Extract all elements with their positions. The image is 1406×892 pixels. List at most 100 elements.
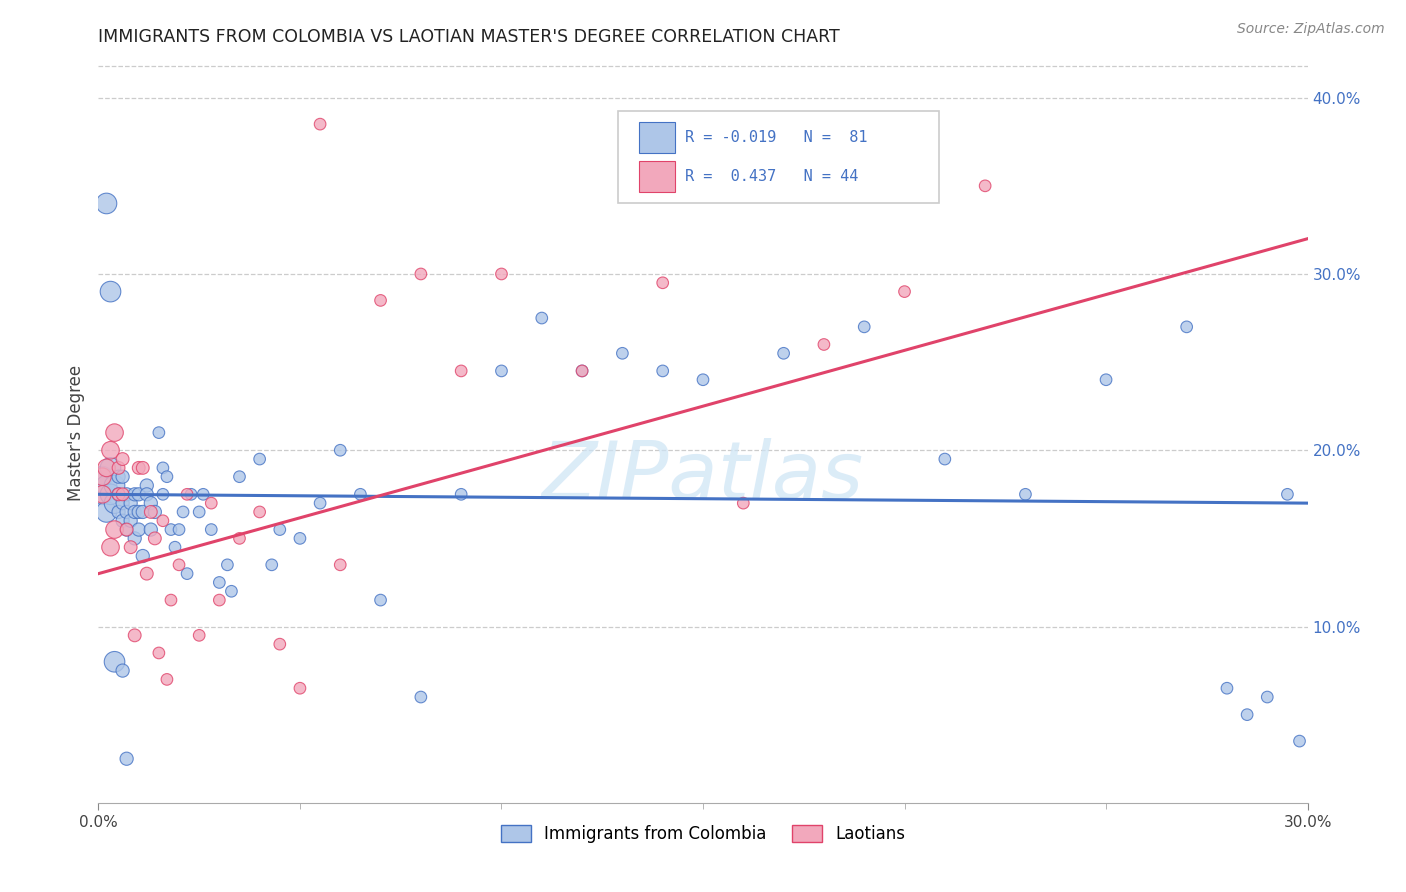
- Point: [143, 532, 166, 546]
- Point: [111, 664, 134, 678]
- Point: [349, 487, 371, 501]
- Point: [107, 487, 129, 501]
- Point: [409, 267, 432, 281]
- Point: [160, 593, 183, 607]
- Point: [107, 505, 129, 519]
- Point: [249, 505, 271, 519]
- Point: [107, 469, 129, 483]
- Point: [288, 532, 311, 546]
- Point: [103, 655, 125, 669]
- Point: [450, 364, 472, 378]
- Text: R = -0.019   N =  81: R = -0.019 N = 81: [685, 129, 868, 145]
- Text: ZIPatlas: ZIPatlas: [541, 438, 865, 516]
- Point: [853, 319, 876, 334]
- Point: [152, 514, 174, 528]
- Point: [1216, 681, 1239, 696]
- Bar: [638, 161, 675, 192]
- Point: [111, 452, 134, 467]
- Point: [200, 496, 222, 510]
- Point: [152, 461, 174, 475]
- Point: [188, 628, 211, 642]
- Point: [111, 496, 134, 510]
- Point: [91, 487, 114, 501]
- Point: [450, 487, 472, 501]
- Point: [160, 523, 183, 537]
- Point: [115, 752, 138, 766]
- Point: [228, 469, 250, 483]
- Point: [132, 549, 155, 563]
- Point: [934, 452, 956, 467]
- Point: [309, 496, 332, 510]
- Point: [329, 558, 352, 572]
- Y-axis label: Master's Degree: Master's Degree: [66, 365, 84, 500]
- Point: [139, 505, 162, 519]
- Point: [100, 540, 122, 554]
- Point: [200, 523, 222, 537]
- Point: [491, 267, 513, 281]
- Point: [156, 469, 179, 483]
- Point: [733, 496, 755, 510]
- Point: [128, 461, 150, 475]
- Point: [103, 496, 125, 510]
- Point: [100, 443, 122, 458]
- Point: [1095, 373, 1118, 387]
- Point: [221, 584, 243, 599]
- Point: [974, 178, 997, 193]
- Point: [249, 452, 271, 467]
- Point: [269, 523, 291, 537]
- Point: [103, 425, 125, 440]
- Point: [1236, 707, 1258, 722]
- Point: [148, 425, 170, 440]
- Point: [172, 505, 194, 519]
- Point: [530, 311, 553, 326]
- Bar: [638, 121, 675, 153]
- Point: [139, 523, 162, 537]
- Point: [813, 337, 835, 351]
- Point: [571, 364, 593, 378]
- Point: [152, 487, 174, 501]
- Point: [188, 505, 211, 519]
- Point: [124, 487, 146, 501]
- Point: [370, 593, 392, 607]
- Point: [651, 276, 673, 290]
- Point: [143, 505, 166, 519]
- Point: [100, 461, 122, 475]
- Point: [148, 646, 170, 660]
- Point: [651, 364, 673, 378]
- Point: [571, 364, 593, 378]
- Point: [91, 469, 114, 483]
- Point: [115, 505, 138, 519]
- Point: [135, 478, 157, 492]
- Point: [132, 461, 155, 475]
- Point: [1175, 319, 1198, 334]
- Point: [1288, 734, 1310, 748]
- Point: [107, 461, 129, 475]
- Point: [111, 469, 134, 483]
- Point: [893, 285, 915, 299]
- Point: [128, 523, 150, 537]
- Point: [217, 558, 239, 572]
- Point: [135, 487, 157, 501]
- Point: [491, 364, 513, 378]
- Point: [409, 690, 432, 704]
- Point: [96, 461, 118, 475]
- Point: [96, 196, 118, 211]
- Point: [128, 505, 150, 519]
- Point: [120, 540, 142, 554]
- Point: [100, 487, 122, 501]
- Point: [96, 505, 118, 519]
- Point: [103, 478, 125, 492]
- Point: [100, 285, 122, 299]
- Point: [107, 487, 129, 501]
- Point: [1256, 690, 1278, 704]
- Point: [208, 575, 231, 590]
- Point: [167, 523, 190, 537]
- Point: [103, 523, 125, 537]
- Text: Source: ZipAtlas.com: Source: ZipAtlas.com: [1237, 22, 1385, 37]
- Point: [96, 478, 118, 492]
- Point: [772, 346, 794, 360]
- Point: [139, 496, 162, 510]
- Point: [124, 628, 146, 642]
- Point: [1014, 487, 1036, 501]
- Point: [370, 293, 392, 308]
